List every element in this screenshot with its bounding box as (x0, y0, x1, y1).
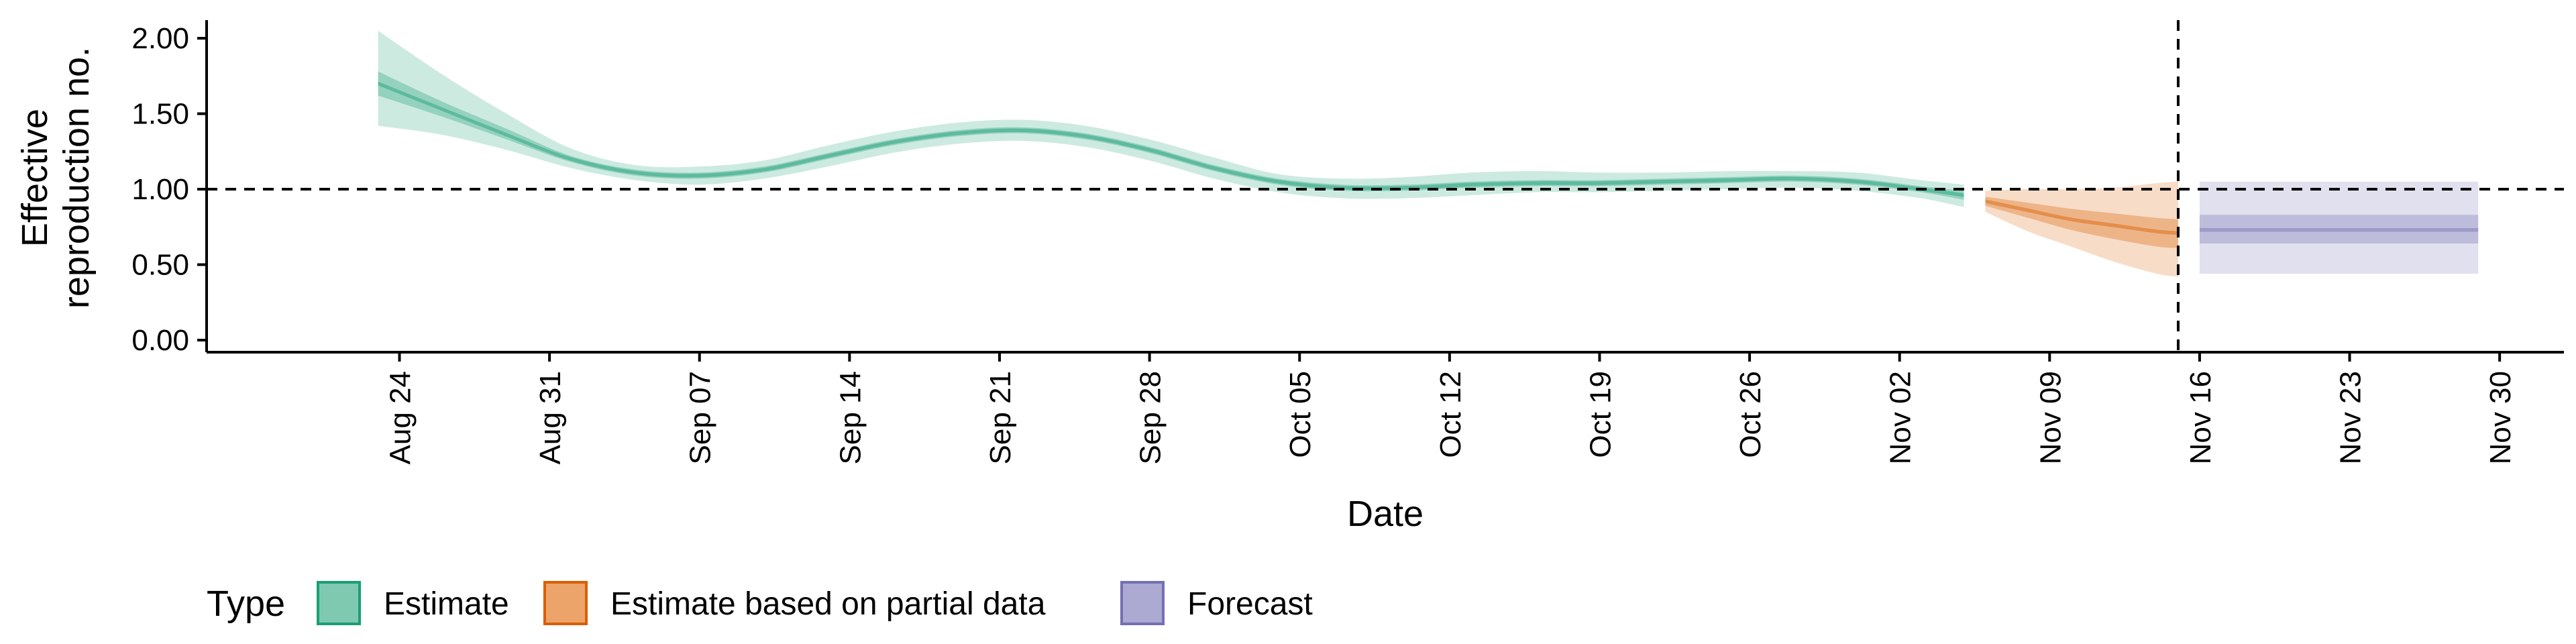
legend-label-partial: Estimate based on partial data (610, 586, 1046, 622)
x-tick-label: Sep 21 (984, 371, 1017, 464)
x-tick-label: Oct 26 (1734, 371, 1767, 458)
x-tick-label: Nov 23 (2334, 371, 2367, 464)
x-axis-ticks: Aug 24 Aug 31 Sep 07 Sep 14 Sep 21 Sep 28 Oct … (384, 352, 2517, 464)
y-tick-label: 1.50 (131, 98, 189, 131)
legend: Type Estimate Estimate based on partial … (207, 581, 1313, 625)
series-forecast (2199, 181, 2479, 274)
band-50-estimate-based-on-partial-data (1985, 197, 2178, 248)
x-tick-label: Oct 19 (1584, 371, 1617, 458)
legend-title: Type (207, 584, 285, 624)
plot-area (207, 20, 2564, 352)
band-90-forecast (2199, 181, 2479, 274)
legend-label-forecast: Forecast (1187, 586, 1313, 622)
median-estimate (378, 81, 1964, 197)
band-50-forecast (2199, 215, 2479, 244)
x-tick-label: Oct 05 (1284, 371, 1317, 458)
x-axis-title: Date (1347, 494, 1424, 534)
x-tick-label: Oct 12 (1434, 371, 1467, 458)
legend-label-estimate: Estimate (384, 586, 509, 622)
series-estimate-based-on-partial-data (1985, 181, 2178, 277)
y-tick-label: 2.00 (131, 22, 189, 55)
legend-swatch-partial (543, 581, 588, 625)
x-tick-label: Sep 07 (684, 371, 717, 464)
x-tick-label: Aug 31 (534, 371, 567, 464)
series-estimate (378, 30, 1964, 208)
legend-swatch-forecast (1120, 581, 1165, 625)
y-axis-title-line-2: reproduction no. (56, 47, 97, 309)
band-90-estimate-based-on-partial-data (1985, 181, 2178, 277)
x-tick-label: Nov 09 (2034, 371, 2067, 464)
x-tick-label: Nov 16 (2184, 371, 2217, 464)
median-forecast (2199, 228, 2479, 232)
band-90-estimate (378, 30, 1964, 208)
y-axis-ticks: 0.00 0.50 1.00 1.50 2.00 (131, 22, 207, 357)
x-tick-label: Nov 30 (2484, 371, 2517, 464)
x-tick-label: Nov 02 (1884, 371, 1917, 464)
y-tick-label: 1.00 (131, 173, 189, 206)
median-estimate-based-on-partial-data (1985, 199, 2178, 235)
y-tick-label: 0.00 (131, 324, 189, 357)
band-50-estimate (378, 71, 1964, 200)
x-tick-label: Sep 14 (834, 371, 867, 464)
legend-swatch-estimate (317, 581, 361, 625)
y-axis-title-line-1: Effective (15, 109, 55, 247)
y-tick-label: 0.50 (131, 249, 189, 282)
x-tick-label: Aug 24 (384, 371, 417, 464)
x-tick-label: Sep 28 (1134, 371, 1167, 464)
